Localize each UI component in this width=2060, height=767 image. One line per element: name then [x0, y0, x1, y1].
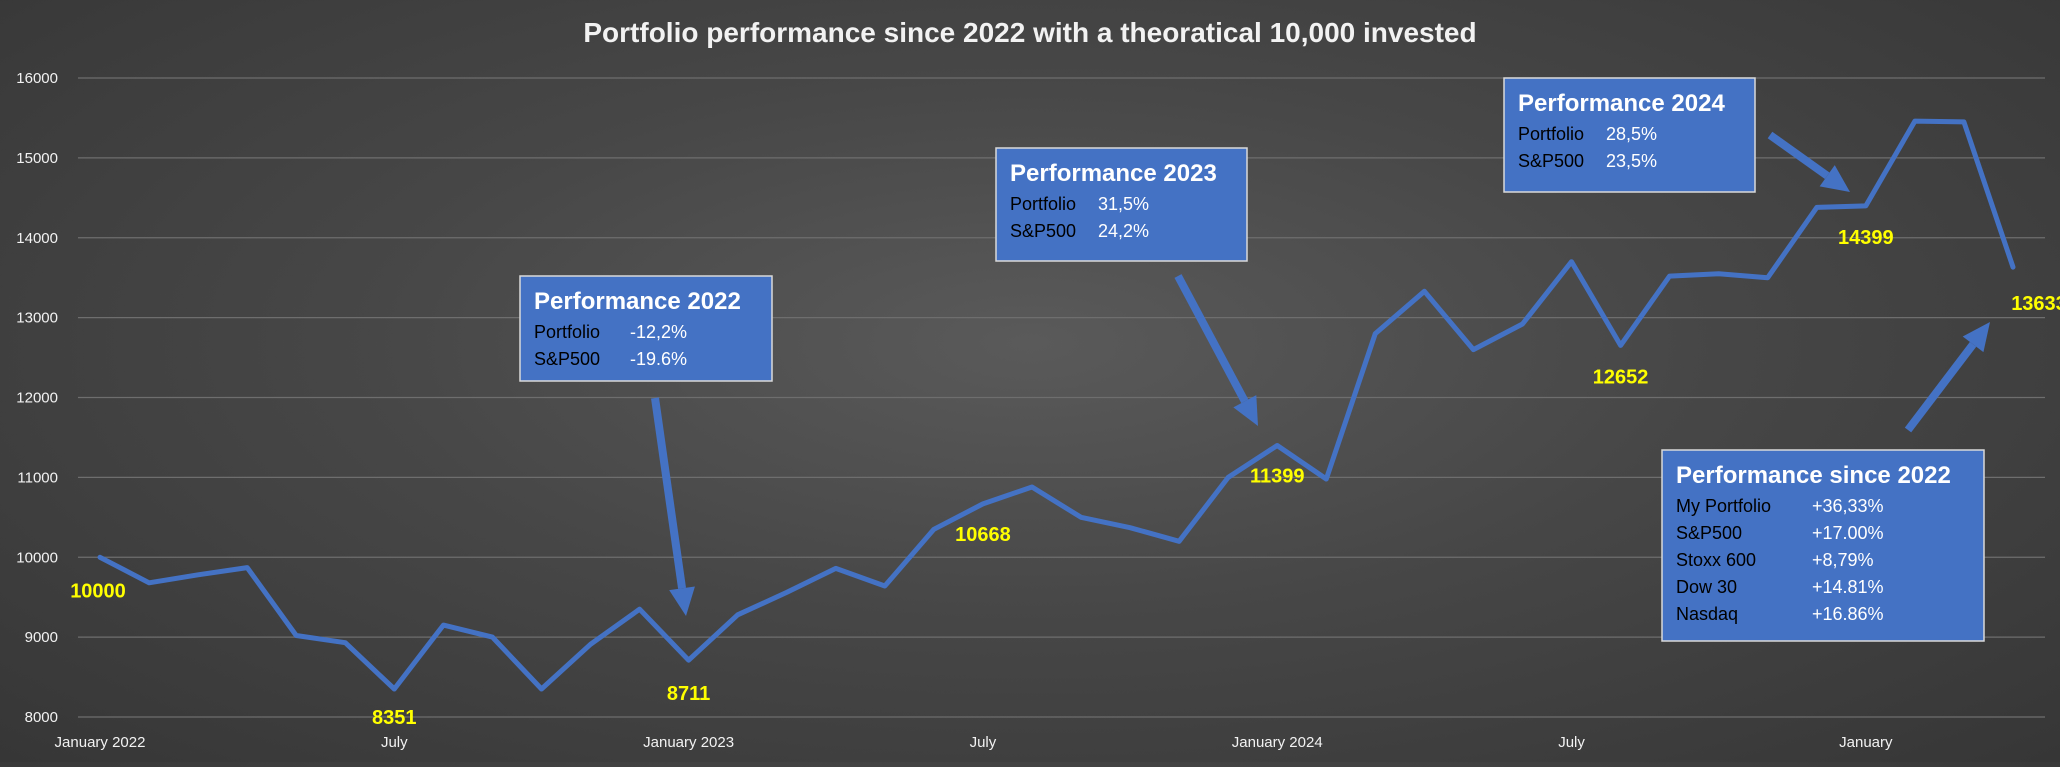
y-tick-label: 9000 [25, 629, 58, 646]
data-label: 10000 [70, 580, 126, 602]
y-tick-label: 16000 [16, 70, 58, 87]
annotation-row-value: +8,79% [1812, 550, 1874, 570]
y-tick-label: 8000 [25, 709, 58, 726]
annotation-row-label: Stoxx 600 [1676, 550, 1756, 570]
y-tick-label: 10000 [16, 549, 58, 566]
annotation-row-value: +17.00% [1812, 523, 1884, 543]
annotation-row-value: -12,2% [630, 322, 687, 342]
x-tick-label: July [381, 734, 408, 751]
x-tick-label: July [970, 734, 997, 751]
x-axis-ticks: January 2022 July January 2023 July January … [55, 734, 1893, 751]
annotation-row-label: S&P500 [1518, 151, 1584, 171]
data-label: 8711 [667, 683, 710, 705]
arrow-shaft [655, 398, 682, 588]
y-tick-label: 13000 [16, 310, 58, 327]
y-tick-label: 14000 [16, 230, 58, 247]
annotation-row-label: Dow 30 [1676, 577, 1737, 597]
data-label: 11399 [1250, 466, 1305, 488]
annotation-row-value: +14.81% [1812, 577, 1884, 597]
annotation-row-label: S&P500 [1010, 221, 1076, 241]
annotation-row-value: 31,5% [1098, 194, 1149, 214]
y-axis-ticks: 8000 9000 10000 11000 12000 13000 14000 15000 16… [16, 70, 58, 726]
annotation-title: Performance 2022 [534, 288, 741, 315]
x-tick-label: January 2023 [643, 734, 734, 751]
annotation-row-label: Portfolio [534, 322, 600, 342]
data-label: 12652 [1593, 366, 1649, 388]
data-label: 10668 [955, 524, 1011, 546]
annotation-row-value: 24,2% [1098, 221, 1149, 241]
annotation-row-label: My Portfolio [1676, 496, 1771, 516]
annotation-row-label: Portfolio [1010, 194, 1076, 214]
annotation-title: Performance since 2022 [1676, 462, 1951, 489]
annotation-title: Performance 2024 [1518, 90, 1725, 117]
data-label: 14399 [1838, 227, 1894, 249]
annotation-boxes: Performance 2022 Portfolio -12,2% S&P500 -19… [520, 78, 1984, 641]
data-label: 13633 [2011, 293, 2060, 315]
annotation-row-label: Portfolio [1518, 124, 1584, 144]
annotation-box: Performance since 2022 My Portfolio +36,33… [1662, 450, 1984, 641]
arrow-shaft [1178, 276, 1245, 401]
annotation-row-value: 28,5% [1606, 124, 1657, 144]
annotation-row-value: -19.6% [630, 349, 687, 369]
y-tick-label: 11000 [17, 469, 58, 486]
arrow-shaft [1770, 135, 1827, 176]
arrow-head [669, 586, 695, 616]
annotation-title: Performance 2023 [1010, 160, 1217, 187]
x-tick-label: January 2022 [55, 734, 146, 751]
annotation-row-label: S&P500 [1676, 523, 1742, 543]
annotation-row-value: +16.86% [1812, 604, 1884, 624]
arrow-shaft [1908, 344, 1973, 430]
x-tick-label: January 2024 [1232, 734, 1323, 751]
x-tick-label: January [1839, 734, 1893, 751]
annotation-row-value: 23,5% [1606, 151, 1657, 171]
annotation-row-value: +36,33% [1812, 496, 1884, 516]
y-tick-label: 12000 [16, 390, 58, 407]
annotation-box: Performance 2024 Portfolio 28,5% S&P500 23,5… [1504, 78, 1755, 192]
x-tick-label: July [1558, 734, 1585, 751]
annotation-row-label: Nasdaq [1676, 604, 1738, 624]
y-tick-label: 15000 [16, 150, 58, 167]
annotation-box: Performance 2022 Portfolio -12,2% S&P500 -19… [520, 276, 772, 381]
annotation-row-label: S&P500 [534, 349, 600, 369]
annotation-box: Performance 2023 Portfolio 31,5% S&P500 24,2… [996, 148, 1247, 261]
chart-title: Portfolio performance since 2022 with a … [583, 17, 1476, 48]
data-label: 8351 [372, 707, 417, 729]
